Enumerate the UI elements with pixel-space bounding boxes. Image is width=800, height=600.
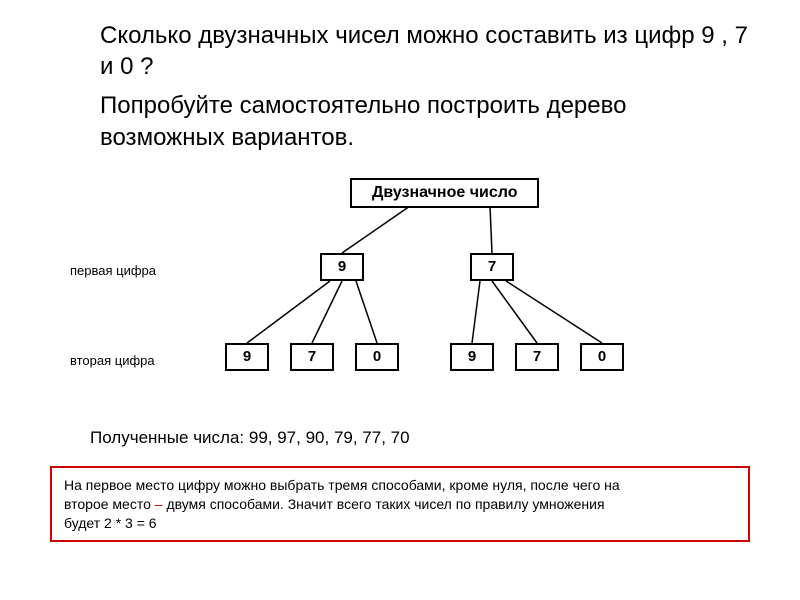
node-leaf-70: 0 <box>580 343 624 371</box>
edge-7-77 <box>492 281 537 343</box>
result-numbers: Полученные числа: 99, 97, 90, 79, 77, 70 <box>90 428 750 448</box>
explanation-dash: – <box>155 496 167 512</box>
explanation-formula: 2 * 3 = 6 <box>104 515 157 531</box>
edge-7-79 <box>472 281 480 343</box>
explanation-line1: На первое место цифру можно выбрать трем… <box>64 477 620 493</box>
explanation-line2a: второе место <box>64 496 155 512</box>
edge-9-99 <box>247 281 330 343</box>
question-text: Сколько двузначных чисел можно составить… <box>50 20 750 82</box>
edge-root-7 <box>490 206 492 253</box>
edge-root-9 <box>342 206 410 253</box>
explanation-line2b: двумя способами. Значит всего таких чисе… <box>166 496 604 512</box>
edge-7-70 <box>506 281 602 343</box>
node-first-7: 7 <box>470 253 514 281</box>
node-leaf-99: 9 <box>225 343 269 371</box>
tree-root-node: Двузначное число <box>350 178 539 208</box>
tree-diagram: Двузначное число первая цифра вторая циф… <box>90 178 750 418</box>
node-leaf-79: 9 <box>450 343 494 371</box>
node-leaf-90: 0 <box>355 343 399 371</box>
node-first-9: 9 <box>320 253 364 281</box>
edge-9-90 <box>356 281 377 343</box>
node-leaf-77: 7 <box>515 343 559 371</box>
explanation-line3a: будет <box>64 515 104 531</box>
node-leaf-97: 7 <box>290 343 334 371</box>
label-second-digit: вторая цифра <box>70 353 155 368</box>
tree-edges <box>90 178 690 418</box>
label-first-digit: первая цифра <box>70 263 156 278</box>
explanation-box: На первое место цифру можно выбрать трем… <box>50 466 750 543</box>
instruction-text: Попробуйте самостоятельно построить дере… <box>50 90 750 152</box>
edge-9-97 <box>312 281 342 343</box>
